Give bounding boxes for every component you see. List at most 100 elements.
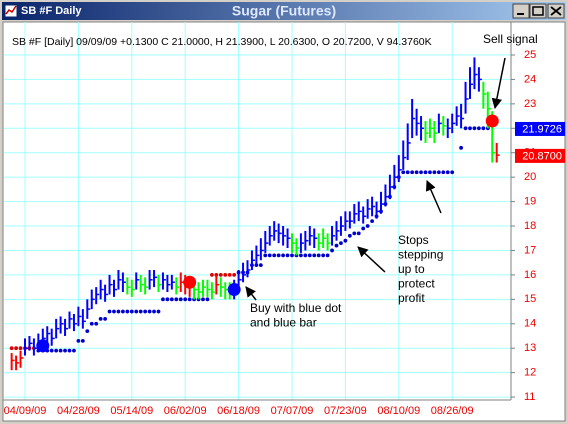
y-tick-label: 15 xyxy=(524,293,536,305)
stop-dot xyxy=(138,309,143,314)
stop-dot xyxy=(9,346,14,351)
arrow xyxy=(357,246,386,273)
x-tick-label: 04/28/09 xyxy=(57,405,100,417)
signal-dot xyxy=(227,283,241,297)
x-tick-label: 06/18/09 xyxy=(217,405,260,417)
stop-dot xyxy=(121,309,125,314)
stop-dot xyxy=(187,297,192,302)
stop-dot xyxy=(232,272,237,277)
annotation: protect xyxy=(398,277,435,291)
stop-dot xyxy=(223,272,228,277)
stop-dot xyxy=(365,224,370,228)
stop-dot xyxy=(134,309,139,314)
stop-dot xyxy=(330,248,334,253)
stop-dot xyxy=(129,309,134,314)
window-buttons xyxy=(512,3,565,19)
y-tick-label: 14 xyxy=(524,318,536,330)
stop-dot xyxy=(347,233,352,238)
stop-dot xyxy=(116,309,121,314)
stop-dot xyxy=(98,316,103,321)
stop-dot xyxy=(334,243,339,248)
chart-area xyxy=(2,21,566,422)
stop-dot xyxy=(276,253,281,258)
arrows xyxy=(245,57,506,301)
stop-dot xyxy=(210,272,214,277)
stop-dot xyxy=(49,348,54,353)
stop-dot xyxy=(316,253,321,258)
stop-dot xyxy=(14,346,18,351)
stop-dot xyxy=(178,297,183,302)
stop-dot xyxy=(161,297,165,302)
y-tick-label: 23 xyxy=(524,98,536,110)
stop-dot xyxy=(401,170,406,175)
stop-dot xyxy=(405,170,410,175)
stop-dot xyxy=(414,170,419,175)
stop-dot xyxy=(103,316,107,321)
stop-dot xyxy=(423,170,428,175)
annotation: up to xyxy=(398,262,425,276)
stop-dot xyxy=(299,253,303,258)
x-tick-label: 07/07/09 xyxy=(271,405,314,417)
stop-dot xyxy=(94,321,99,326)
stop-dot xyxy=(312,253,317,258)
stop-dot xyxy=(339,241,343,246)
stop-dot xyxy=(428,170,432,175)
signal-dot xyxy=(183,275,197,289)
stop-dot xyxy=(147,309,152,314)
info-line: SB #F [Daily] 09/09/09 +0.1300 C 21.0000… xyxy=(12,36,432,48)
stop-dot xyxy=(107,309,112,314)
stop-dot xyxy=(80,338,85,343)
stop-dot xyxy=(272,253,277,258)
x-tick-label: 06/02/09 xyxy=(164,405,207,417)
annotation: profit xyxy=(398,291,425,305)
annotation: Sell signal xyxy=(483,32,538,46)
y-tick-label: 18 xyxy=(524,220,536,232)
stop-dot xyxy=(89,321,94,326)
arrow xyxy=(425,180,442,214)
stop-dot xyxy=(18,346,23,351)
y-tick-label: 25 xyxy=(524,49,536,61)
annotation: Stops xyxy=(398,233,429,247)
stop-dot xyxy=(205,297,210,302)
stop-dot xyxy=(356,231,361,236)
x-tick-label: 08/10/09 xyxy=(377,405,420,417)
plot xyxy=(9,57,500,371)
stop-dot xyxy=(183,297,188,302)
y-tick-label: 11 xyxy=(524,391,535,403)
stop-dot xyxy=(258,263,263,268)
stop-dot xyxy=(321,253,326,258)
stop-dot xyxy=(468,126,472,131)
value-box xyxy=(515,148,565,163)
value-box xyxy=(515,121,565,136)
x-tick-label: 04/09/09 xyxy=(4,405,47,417)
stop-dot xyxy=(218,272,223,277)
y-tick-label: 12 xyxy=(524,367,536,379)
minimize-button[interactable] xyxy=(512,3,530,19)
value-box-label: 20.8700 xyxy=(522,150,562,162)
close-glyph xyxy=(550,6,562,16)
stop-dot xyxy=(419,170,423,175)
y-tick-label: 24 xyxy=(524,73,536,85)
stop-dot xyxy=(361,226,366,231)
y-tick-label: 19 xyxy=(524,195,536,207)
stop-dot xyxy=(307,253,312,258)
arrow xyxy=(491,57,506,110)
stop-dot xyxy=(54,348,59,353)
stop-dot xyxy=(112,309,116,314)
stop-dot xyxy=(76,338,81,343)
title-bar xyxy=(2,2,566,20)
signal-dot xyxy=(36,339,50,353)
x-tick-label: 07/23/09 xyxy=(324,405,367,417)
stop-dot xyxy=(67,348,72,353)
window-icon-line xyxy=(5,5,17,15)
stop-dot xyxy=(463,126,468,131)
stop-dot xyxy=(441,170,446,175)
stop-dot xyxy=(325,253,330,258)
y-tick-label: 17 xyxy=(524,244,536,256)
arrow xyxy=(245,286,257,301)
stop-dot xyxy=(472,126,477,131)
stop-dot xyxy=(432,170,437,175)
stop-dot xyxy=(459,145,463,150)
